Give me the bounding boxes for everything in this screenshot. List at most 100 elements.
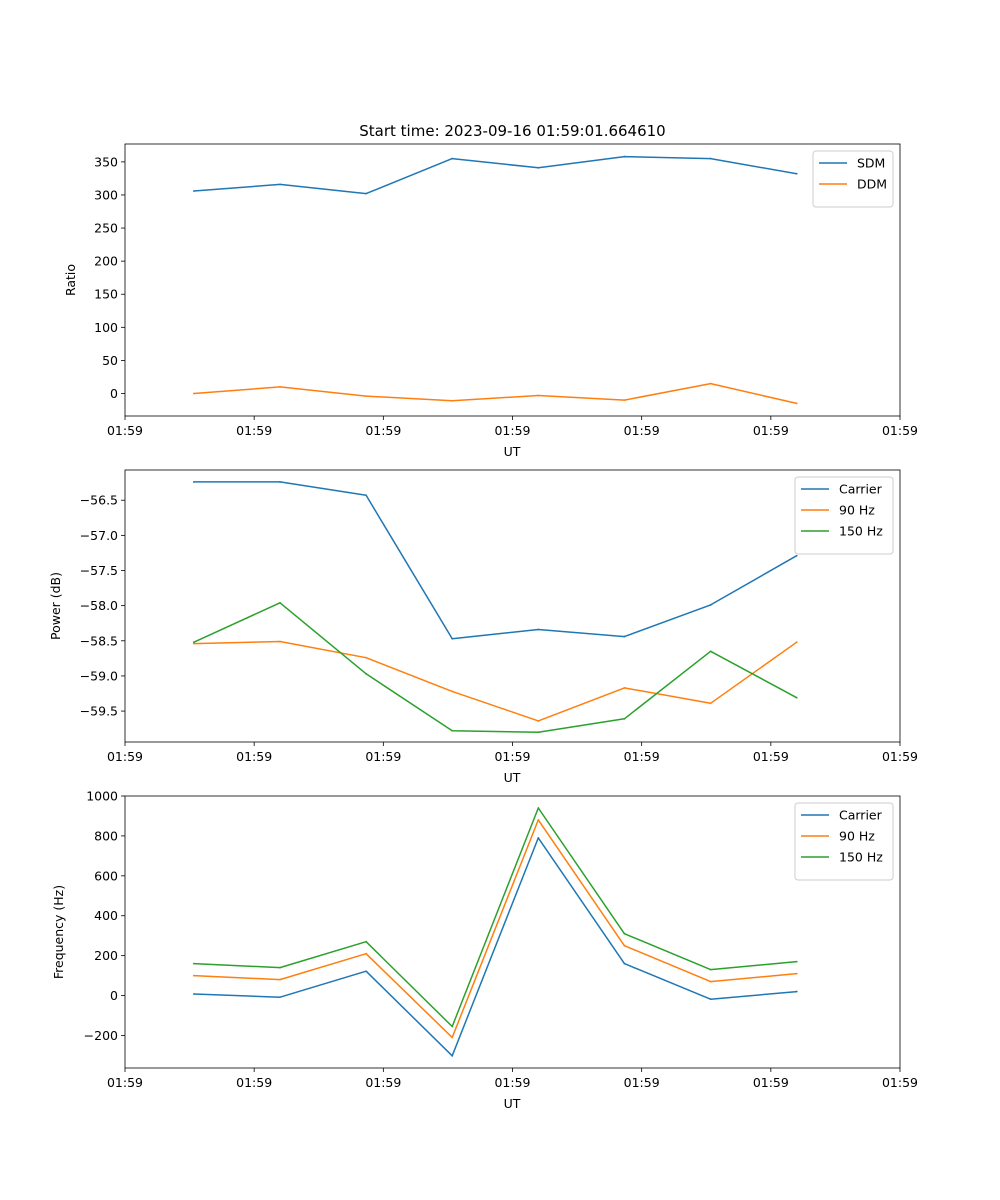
chart-3-series-carrier-point — [537, 837, 540, 839]
chart-3-x-tick-label: 01:59 — [882, 1075, 918, 1090]
chart-1-series-sdm-point — [537, 166, 540, 169]
chart-2-series-carrier-point — [795, 554, 798, 557]
figure-title: Start time: 2023-09-16 01:59:01.664610 — [359, 122, 665, 140]
chart-1-series-sdm-point — [623, 155, 626, 158]
chart-2-series-carrier-point — [192, 481, 195, 483]
chart-2-y-tick-label: −59.0 — [80, 668, 118, 683]
chart-1-y-tick-label: 0 — [110, 386, 118, 401]
chart-3-legend: Carrier 90 Hz 150 Hz — [794, 802, 894, 881]
chart-1-series-sdm-point — [192, 190, 195, 192]
chart-1-y-tick-label: 150 — [94, 287, 118, 302]
chart-3-series-150-hz-point — [192, 962, 195, 965]
chart-2-x-axis-label: UT — [504, 770, 521, 785]
chart-2-x-tick-label: 01:59 — [882, 749, 918, 764]
chart-2-series-carrier-point — [623, 635, 626, 638]
chart-2-series-150-hz-point — [365, 672, 368, 675]
chart-2-series-150-hz-line — [193, 602, 798, 733]
chart-2-x-tick-label: 01:59 — [236, 749, 272, 764]
chart-3-y-tick-label: 400 — [94, 908, 118, 923]
chart-3-series-150-hz-point — [279, 966, 281, 969]
chart-2-y-tick-label: −57.0 — [80, 528, 118, 543]
chart-1-y-tick-label: 50 — [102, 353, 118, 368]
chart-1-series-sdm-point — [451, 157, 454, 160]
chart-2-series-carrier-point — [709, 604, 712, 606]
chart-3-x-axis-label: UT — [504, 1096, 521, 1111]
chart-2-series-carrier-point — [537, 628, 540, 631]
chart-2-series-150-hz-point — [537, 731, 540, 734]
chart-1-series-ddm-point — [279, 385, 281, 388]
chart-2-y-tick-label: −59.5 — [80, 704, 118, 719]
chart-3-series-150-hz-point — [537, 807, 540, 809]
chart-1-x-tick-label: 01:59 — [107, 423, 143, 438]
chart-3-y-axis-label: Frequency (Hz) — [51, 885, 66, 979]
chart-1-x-tick-label: 01:59 — [236, 423, 272, 438]
chart-1-x-tick-label: 01:59 — [494, 423, 530, 438]
chart-3-series-150-hz-point — [795, 960, 798, 963]
chart-2-legend-label-90-hz: 90 Hz — [839, 503, 875, 518]
chart-2-y-tick-label: −58.0 — [80, 598, 118, 613]
chart-1-series-ddm-point — [537, 394, 540, 397]
chart-2-series-150-hz-point — [279, 601, 281, 604]
chart-1-series-ddm-point — [623, 399, 626, 402]
chart-3-y-tick-label: 0 — [110, 988, 118, 1003]
chart-1-series-sdm-point — [709, 157, 712, 160]
chart-3-series-90-hz-point — [451, 1036, 454, 1039]
chart-3-series-90-hz-point — [192, 974, 195, 977]
chart-3-series-90-hz-point — [537, 819, 540, 821]
chart-1-series-ddm-line — [193, 382, 797, 405]
chart-1-y-tick-label: 100 — [94, 320, 118, 335]
chart-2-series-150-hz-point — [451, 729, 454, 732]
chart-2-legend-label-150-hz: 150 Hz — [839, 524, 883, 539]
chart-2-series-carrier-point — [365, 494, 368, 497]
chart-2-x-tick-label: 01:59 — [365, 749, 401, 764]
chart-3-series-carrier-line — [193, 837, 797, 1057]
chart-1-x-tick-label: 01:59 — [365, 423, 401, 438]
chart-2: 01:59 01:59 01:59 01:59 01:59 01:59 01:59 −59.5… — [48, 469, 918, 785]
chart-1-y-axis-label: Ratio — [63, 264, 78, 296]
chart-3-legend-label-90-hz: 90 Hz — [839, 829, 875, 844]
chart-3-y-tick-label: 600 — [94, 868, 118, 883]
chart-3: 01:59 01:59 01:59 01:59 01:59 01:59 01:59 −200 0… — [51, 789, 918, 1112]
chart-3-series-90-hz-point — [623, 944, 626, 947]
chart-1-x-tick-label: 01:59 — [753, 423, 789, 438]
chart-1-x-axis-label: UT — [504, 444, 521, 459]
chart-1-series-ddm-point — [192, 392, 195, 395]
chart-2-series-150-hz-point — [192, 641, 195, 644]
chart-3-series-150-hz-line — [193, 807, 797, 1028]
chart-1-y-tick-label: 350 — [94, 154, 118, 169]
chart-1-axes-frame — [124, 143, 901, 417]
chart-3-series-150-hz-point — [365, 940, 368, 943]
chart-2-x-tick-label: 01:59 — [624, 749, 660, 764]
chart-2-series-90-hz-point — [365, 656, 368, 659]
chart-2-series-90-hz-line — [193, 640, 798, 722]
chart-3-y-tick-label: 800 — [94, 828, 118, 843]
chart-1-legend-frame — [812, 150, 894, 208]
chart-2-y-tick-label: −56.5 — [80, 493, 118, 508]
chart-3-series-carrier-point — [451, 1054, 454, 1057]
chart-1-series-ddm-point — [365, 395, 368, 398]
chart-3-legend-label-carrier: Carrier — [839, 808, 883, 823]
chart-2-series-carrier-line — [193, 481, 798, 640]
chart-3-series-90-hz-line — [193, 819, 797, 1039]
chart-1: 01:59 01:59 01:59 01:59 01:59 01:59 01:59 0 50 10… — [63, 143, 918, 459]
chart-3-series-90-hz-point — [279, 978, 281, 981]
chart-3-legend-label-150-hz: 150 Hz — [839, 850, 883, 865]
chart-2-x-tick-label: 01:59 — [753, 749, 789, 764]
chart-3-y-tick-label: 1000 — [86, 789, 118, 804]
chart-3-x-tick-label: 01:59 — [107, 1075, 143, 1090]
chart-2-series-150-hz-point — [795, 696, 798, 699]
chart-3-series-90-hz-point — [795, 972, 798, 975]
chart-1-y-tick-label: 300 — [94, 187, 118, 202]
chart-2-y-tick-label: −58.5 — [80, 633, 118, 648]
chart-3-x-tick-label: 01:59 — [753, 1075, 789, 1090]
chart-2-series-150-hz-point — [623, 717, 626, 720]
chart-2-series-carrier-point — [279, 481, 281, 483]
chart-1-series-ddm-point — [709, 382, 712, 385]
chart-3-x-tick-label: 01:59 — [236, 1075, 272, 1090]
chart-1-series-sdm-point — [279, 183, 281, 186]
chart-1-series-ddm-point — [451, 399, 454, 402]
chart-3-y-tick-label: 200 — [94, 948, 118, 963]
chart-1-legend-label-ddm: DDM — [857, 177, 887, 192]
chart-1-legend-label-sdm: SDM — [857, 156, 885, 171]
chart-2-y-axis-label: Power (dB) — [48, 572, 63, 640]
